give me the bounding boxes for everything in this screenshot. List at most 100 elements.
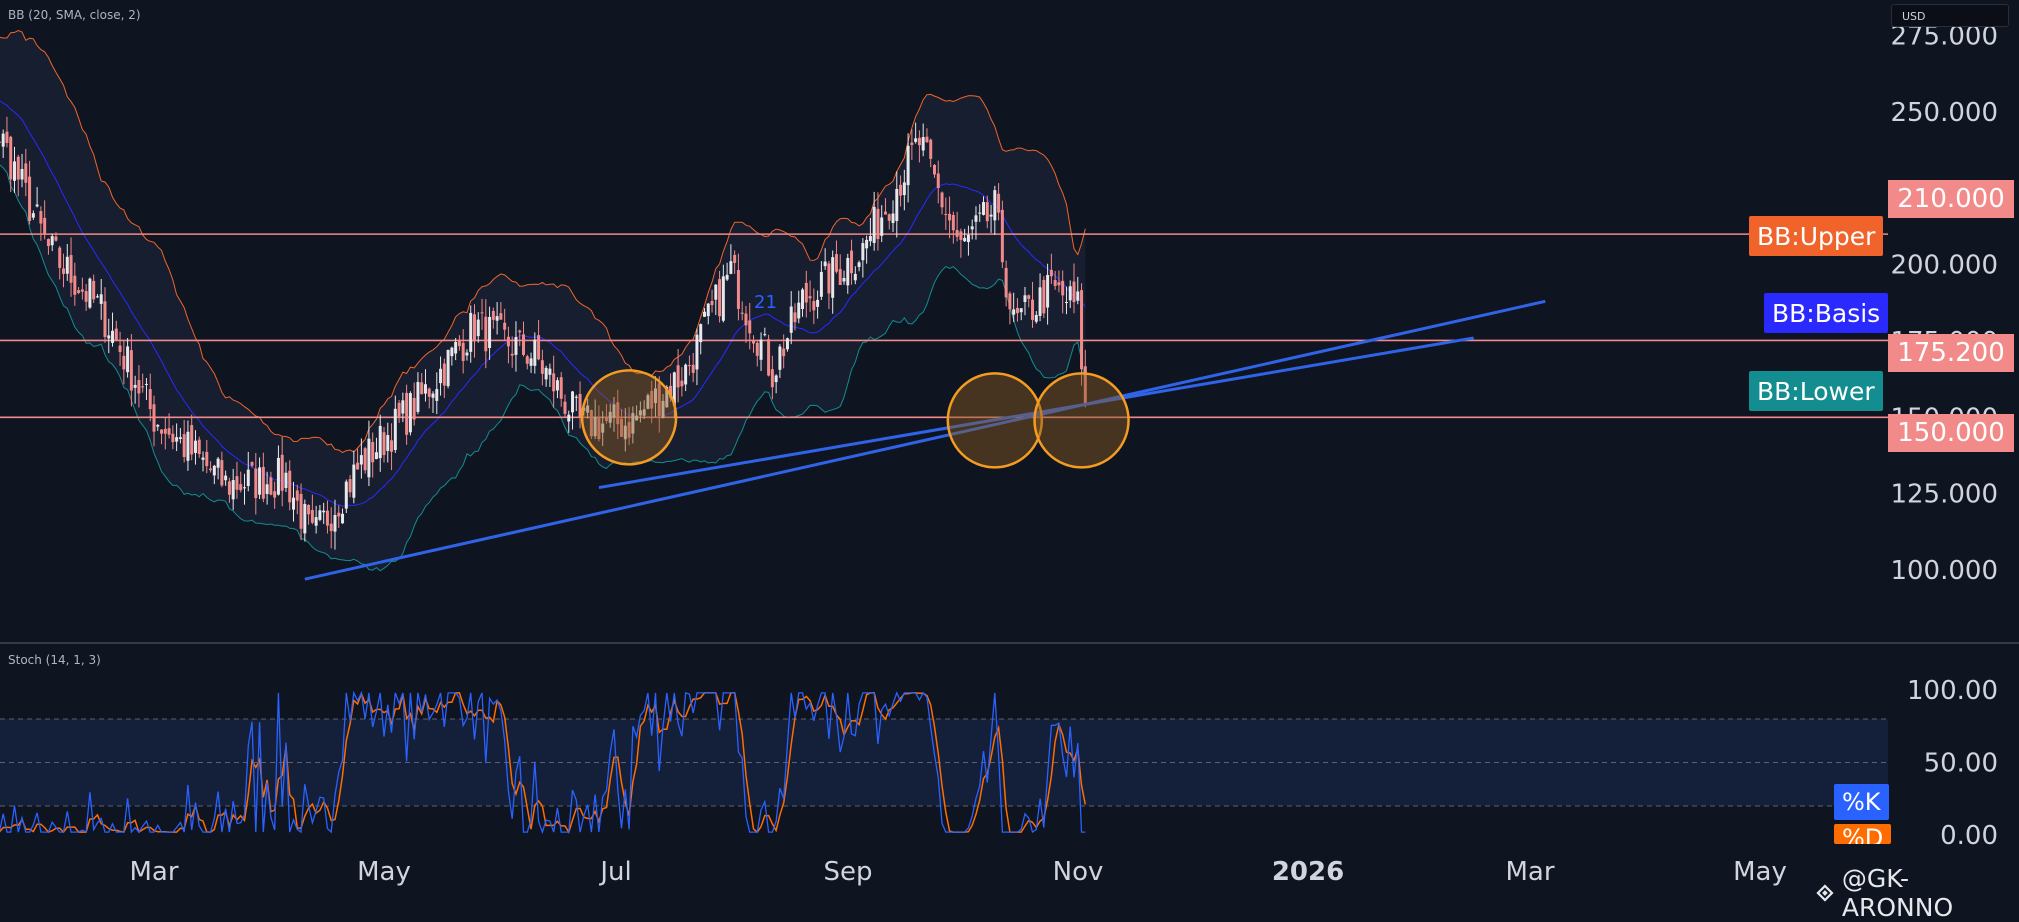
candle-body bbox=[69, 255, 73, 283]
candle-body bbox=[276, 457, 280, 495]
candle-body bbox=[616, 402, 620, 425]
time-tick-label: Mar bbox=[1505, 857, 1554, 887]
candle-body bbox=[469, 312, 473, 352]
candle-body bbox=[280, 454, 284, 491]
candle-body bbox=[1008, 293, 1012, 310]
candle-body bbox=[54, 236, 58, 241]
time-tick-label: Jul bbox=[598, 857, 631, 887]
candle-body bbox=[416, 382, 420, 412]
author-watermark[interactable]: @GK-ARONNO bbox=[1814, 864, 2019, 922]
candle-body bbox=[1000, 209, 1004, 263]
price-pane[interactable]: 21 275.000250.000200.000175.000150.00012… bbox=[0, 18, 1998, 586]
candle-body bbox=[254, 468, 258, 499]
candle-body bbox=[12, 161, 16, 181]
candle-body bbox=[175, 437, 179, 442]
candle-body bbox=[1057, 282, 1061, 286]
candle-body bbox=[563, 401, 567, 414]
candle-body bbox=[665, 387, 669, 408]
candle-body bbox=[288, 470, 292, 503]
candle-body bbox=[733, 254, 737, 263]
stoch-indicator-label[interactable]: Stoch (14, 1, 3) bbox=[8, 653, 101, 667]
candle-body bbox=[178, 437, 182, 439]
candle-body bbox=[465, 352, 469, 356]
candle-body bbox=[341, 513, 345, 524]
candle-body bbox=[819, 271, 823, 297]
stoch-d-line bbox=[0, 691, 1087, 834]
candle-body bbox=[148, 389, 152, 410]
candle-body bbox=[491, 310, 495, 320]
candle-body bbox=[152, 404, 156, 432]
candle-body bbox=[1076, 291, 1080, 301]
candle-body bbox=[529, 358, 533, 366]
candle-body bbox=[9, 136, 13, 180]
candle-body bbox=[1034, 314, 1038, 322]
candle-body bbox=[759, 339, 763, 360]
candle-body bbox=[676, 365, 680, 388]
candle-body bbox=[314, 517, 318, 526]
highlight-circles bbox=[580, 369, 1130, 469]
horizontal-levels bbox=[0, 233, 1888, 419]
candle-body bbox=[88, 278, 92, 308]
candle-body bbox=[423, 384, 427, 394]
candle-body bbox=[959, 231, 963, 240]
candle-body bbox=[1015, 307, 1019, 314]
stochastic-pane[interactable]: 100.00 50.00 0.00 bbox=[0, 676, 1998, 851]
candle-body bbox=[638, 410, 642, 416]
candle-body bbox=[84, 291, 88, 302]
candle-body bbox=[718, 279, 722, 317]
candle-body bbox=[589, 410, 593, 437]
candle-body bbox=[808, 296, 812, 299]
candle-body bbox=[684, 364, 688, 385]
candle-body bbox=[431, 393, 435, 398]
highlight-circle bbox=[1033, 372, 1130, 469]
candle-body bbox=[868, 235, 872, 242]
candle-body bbox=[442, 363, 446, 386]
candle-body bbox=[242, 487, 246, 489]
candle-body bbox=[906, 145, 910, 186]
candle-body bbox=[39, 211, 43, 224]
currency-selector[interactable]: USD bbox=[1891, 4, 2009, 27]
candle-body bbox=[193, 440, 197, 453]
candle-body bbox=[1038, 287, 1042, 316]
highlight-circle bbox=[946, 372, 1044, 469]
candle-body bbox=[122, 355, 126, 370]
candle-body bbox=[50, 236, 54, 246]
candle-body bbox=[167, 428, 171, 435]
candle-body bbox=[356, 462, 360, 470]
candle-body bbox=[597, 416, 601, 440]
candle-body bbox=[450, 347, 454, 357]
candle-body bbox=[740, 312, 744, 314]
price-tag-175-2: 175.200 bbox=[1888, 334, 2014, 372]
candle-body bbox=[156, 424, 160, 427]
candle-body bbox=[250, 462, 254, 466]
time-tick-label: Sep bbox=[823, 857, 872, 887]
stoch-band-fill bbox=[0, 719, 1888, 806]
candle-body bbox=[944, 214, 948, 216]
candle-body bbox=[702, 311, 706, 317]
candle-body bbox=[258, 467, 262, 495]
candle-body bbox=[390, 440, 394, 452]
candle-body bbox=[985, 202, 989, 222]
candle-body bbox=[5, 131, 9, 143]
candle-body bbox=[126, 346, 130, 373]
candle-body bbox=[770, 369, 774, 388]
candle-body bbox=[24, 163, 28, 183]
candle-body bbox=[284, 472, 288, 489]
candle-body bbox=[397, 402, 401, 417]
candle-body bbox=[729, 261, 733, 274]
candle-body bbox=[405, 392, 409, 435]
candle-body bbox=[114, 328, 118, 341]
bb-indicator-label[interactable]: BB (20, SMA, close, 2) bbox=[8, 8, 141, 22]
candle-body bbox=[966, 234, 970, 243]
candle-body bbox=[212, 465, 216, 476]
time-tick-label: Nov bbox=[1053, 857, 1104, 887]
candle-body bbox=[499, 313, 503, 320]
candle-body bbox=[510, 353, 514, 356]
candle-body bbox=[160, 429, 164, 434]
price-tick-label: 200.000 bbox=[1890, 251, 1998, 281]
time-tick-label: 2026 bbox=[1272, 857, 1344, 887]
candle-body bbox=[246, 469, 250, 487]
candle-body bbox=[488, 316, 492, 348]
candle-body bbox=[1012, 309, 1016, 315]
